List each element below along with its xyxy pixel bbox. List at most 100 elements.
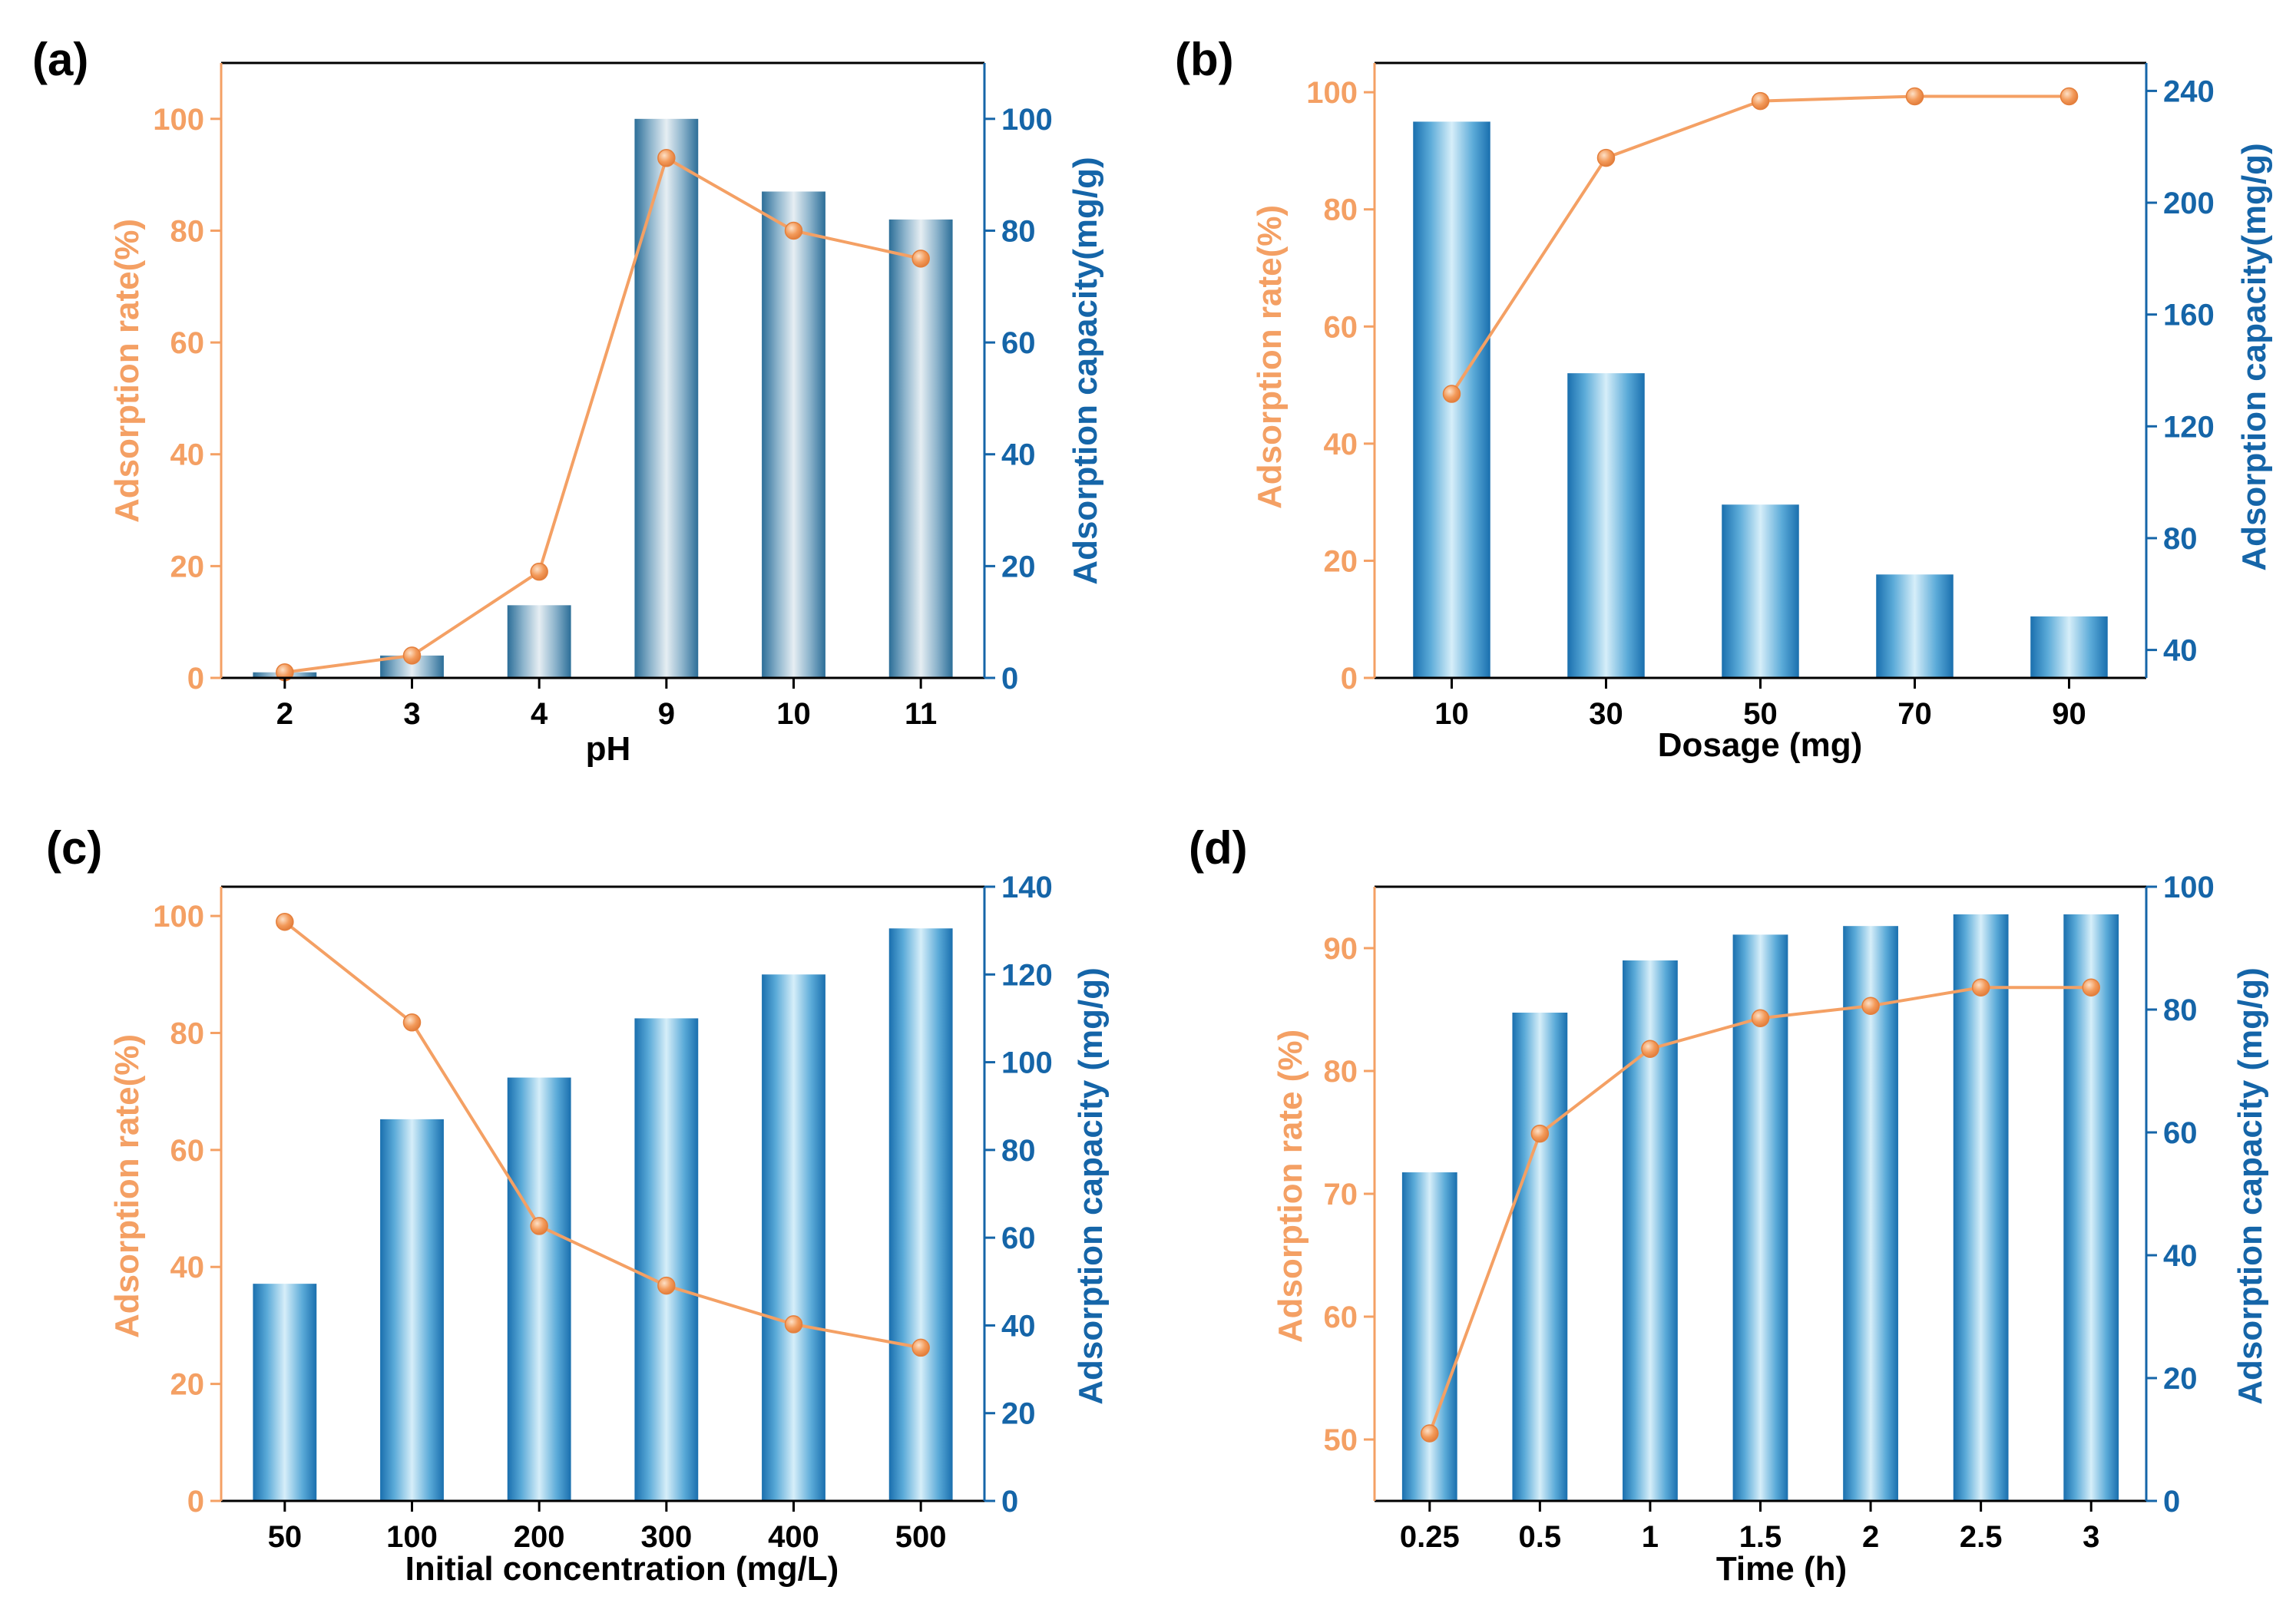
panel-a-ytick-left-label-5: 100 <box>153 103 204 137</box>
panel-c-rate-point-2 <box>530 1217 548 1235</box>
panel-a-ytick-left-label-3: 60 <box>170 326 205 360</box>
panel-a-ytick-right-label-4: 80 <box>1001 214 1036 248</box>
panel-c-ytick-right-label-2: 40 <box>1001 1309 1036 1343</box>
panel-d-xtick-label-2: 1 <box>1642 1520 1659 1554</box>
panel-c-ytick-left-label-3: 60 <box>170 1134 205 1168</box>
panel-c-bar-2 <box>507 1077 571 1501</box>
panel-a-ytick-right-label-2: 40 <box>1001 438 1036 472</box>
panel-d-ytick-right-label-4: 80 <box>2163 993 2198 1027</box>
panel-c-xtick-label-5: 500 <box>895 1520 947 1554</box>
panel-d-ytick-right-label-3: 60 <box>2163 1116 2198 1150</box>
panel-c: (c) 50 100 200 300 400 500 0 20 40 60 80 100 0 20 40 60… <box>46 822 1110 1588</box>
panel-b-ytick-right-label-4: 200 <box>2163 187 2215 220</box>
panel-b-rate-point-2 <box>1751 91 1770 111</box>
panel-a-ytick-left-label-1: 20 <box>170 550 205 583</box>
panel-d-ylabel-left: Adsorption rate (%) <box>1272 1030 1309 1343</box>
panel-a-ytick-right-label-5: 100 <box>1001 103 1053 137</box>
panel-d-rate-point-6 <box>2082 978 2100 997</box>
panel-b: (b) 10 30 50 70 90 0 20 40 60 80 100 40 80 120 160 200 2… <box>1175 34 2273 764</box>
panel-c-rate-point-3 <box>657 1276 676 1295</box>
panel-b-xtick-label-1: 30 <box>1589 697 1623 731</box>
panel-d-xtick-label-1: 0.5 <box>1519 1520 1562 1554</box>
panel-a-ytick-right-label-3: 60 <box>1001 326 1036 360</box>
panel-a-ytick-left-label-0: 0 <box>187 662 204 696</box>
panel-b-bar-1 <box>1567 373 1645 678</box>
panel-c-xtick-label-1: 100 <box>386 1520 438 1554</box>
panel-b-ytick-right-label-0: 40 <box>2163 634 2198 668</box>
panel-a-rate-point-3 <box>657 149 676 167</box>
panel-c-rate-line <box>283 921 921 1350</box>
panel-b-bar-4 <box>2030 616 2108 678</box>
panel-c-bar-4 <box>762 974 825 1501</box>
panel-label-d: (d) <box>1189 822 1248 874</box>
panel-d-xtick-label-4: 2 <box>1862 1520 1879 1554</box>
panel-a-rate-point-2 <box>530 562 548 581</box>
panel-b-rate-point-0 <box>1442 385 1461 403</box>
panel-c-ytick-left-label-0: 0 <box>187 1485 204 1519</box>
panel-c-xtick-label-2: 200 <box>514 1520 565 1554</box>
panel-b-ytick-right-label-2: 120 <box>2163 410 2215 444</box>
panel-b-ytick-left-label-5: 100 <box>1306 76 1358 110</box>
panel-b-ytick-left-label-4: 80 <box>1324 193 1358 227</box>
panel-c-ytick-right-label-3: 60 <box>1001 1221 1036 1255</box>
panel-c-bar-0 <box>253 1284 317 1501</box>
panel-a-rate-point-4 <box>784 221 803 240</box>
panel-c-xlabel: Initial concentration (mg/L) <box>405 1550 839 1588</box>
panel-b-ytick-left-label-1: 20 <box>1324 544 1358 578</box>
panel-c-ylabel-left: Adsorption rate(%) <box>108 1034 146 1338</box>
panel-b-rate-point-3 <box>1905 87 1924 106</box>
panel-label-c: (c) <box>46 822 102 874</box>
panel-d-rate-point-4 <box>1861 997 1880 1015</box>
panel-d-rate-point-1 <box>1530 1124 1550 1143</box>
panel-d-ytick-left-label-1: 60 <box>1324 1301 1358 1334</box>
panel-c-xtick-label-4: 400 <box>768 1520 819 1554</box>
panel-b-ytick-left-label-3: 60 <box>1324 310 1358 344</box>
panel-b-xtick-label-0: 10 <box>1434 697 1469 731</box>
panel-d-ytick-right-label-5: 100 <box>2163 871 2215 904</box>
panel-b-rate-point-1 <box>1596 148 1616 167</box>
panel-b-rate-line <box>1450 94 2069 395</box>
panel-c-bar-1 <box>380 1119 444 1501</box>
panel-a-ytick-right-label-1: 20 <box>1001 550 1036 583</box>
panel-d-ytick-left-label-3: 80 <box>1324 1055 1358 1089</box>
panel-a-xtick-label-2: 4 <box>531 697 548 731</box>
panel-d-ytick-left-label-4: 90 <box>1324 932 1358 966</box>
panel-a-plot: 2 3 4 9 10 11 0 20 40 60 80 100 0 20 40 60 80 100 <box>153 61 1053 731</box>
panel-b-ytick-left-label-0: 0 <box>1341 662 1358 696</box>
panel-d-bar-0 <box>1401 1172 1457 1501</box>
panel-d-bar-5 <box>1953 914 2009 1501</box>
panel-d-ytick-right-label-2: 40 <box>2163 1239 2198 1273</box>
panel-c-ytick-right-label-1: 20 <box>1001 1397 1036 1431</box>
panel-b-bar-3 <box>1876 574 1954 678</box>
panel-a-ytick-left-label-2: 40 <box>170 438 205 472</box>
panel-c-rate-point-4 <box>784 1315 803 1334</box>
panel-d-xtick-label-0: 0.25 <box>1400 1520 1460 1554</box>
panel-d-bar-6 <box>2063 914 2119 1501</box>
panel-b-plot: 10 30 50 70 90 0 20 40 60 80 100 40 80 120 160 200 240 <box>1306 61 2215 731</box>
panel-d-xtick-label-5: 2.5 <box>1960 1520 2003 1554</box>
panel-b-xtick-label-2: 50 <box>1743 697 1778 731</box>
panel-d-bar-1 <box>1512 1013 1568 1501</box>
panel-a-ytick-left-label-4: 80 <box>170 214 205 248</box>
panel-d-plot: 0.25 0.5 1 1.5 2 2.5 3 50 60 70 80 90 0 20 40 60 80 100 <box>1324 871 2215 1554</box>
panel-c-ytick-right-label-0: 0 <box>1001 1485 1018 1519</box>
panel-d: (d) 0.25 0.5 1 1.5 2 2.5 3 50 60 70 80 90 0 20 40 60 80 1… <box>1189 822 2269 1588</box>
panel-c-ytick-right-label-4: 80 <box>1001 1134 1036 1168</box>
panel-b-xtick-label-3: 70 <box>1897 697 1932 731</box>
panel-d-rate-point-5 <box>1971 978 1990 997</box>
panel-c-xtick-label-3: 300 <box>640 1520 692 1554</box>
panel-a-xtick-label-3: 9 <box>658 697 675 731</box>
panel-a-rate-line <box>284 155 921 674</box>
panel-d-ytick-left-label-0: 50 <box>1324 1423 1358 1457</box>
panel-c-ytick-left-label-5: 100 <box>153 900 204 934</box>
panel-a-bar-3 <box>634 118 699 678</box>
panel-d-ylabel-right: Adsorption capacity (mg/g) <box>2231 967 2269 1405</box>
panel-b-ytick-right-label-3: 160 <box>2163 299 2215 332</box>
panel-c-rate-point-1 <box>402 1013 422 1032</box>
panel-c-rate-point-5 <box>911 1338 930 1357</box>
panel-d-rate-point-0 <box>1421 1424 1439 1443</box>
panel-a-ylabel-left: Adsorption rate(%) <box>108 219 146 523</box>
panel-b-xtick-label-4: 90 <box>2052 697 2086 731</box>
panel-a-xtick-label-5: 11 <box>905 697 937 731</box>
